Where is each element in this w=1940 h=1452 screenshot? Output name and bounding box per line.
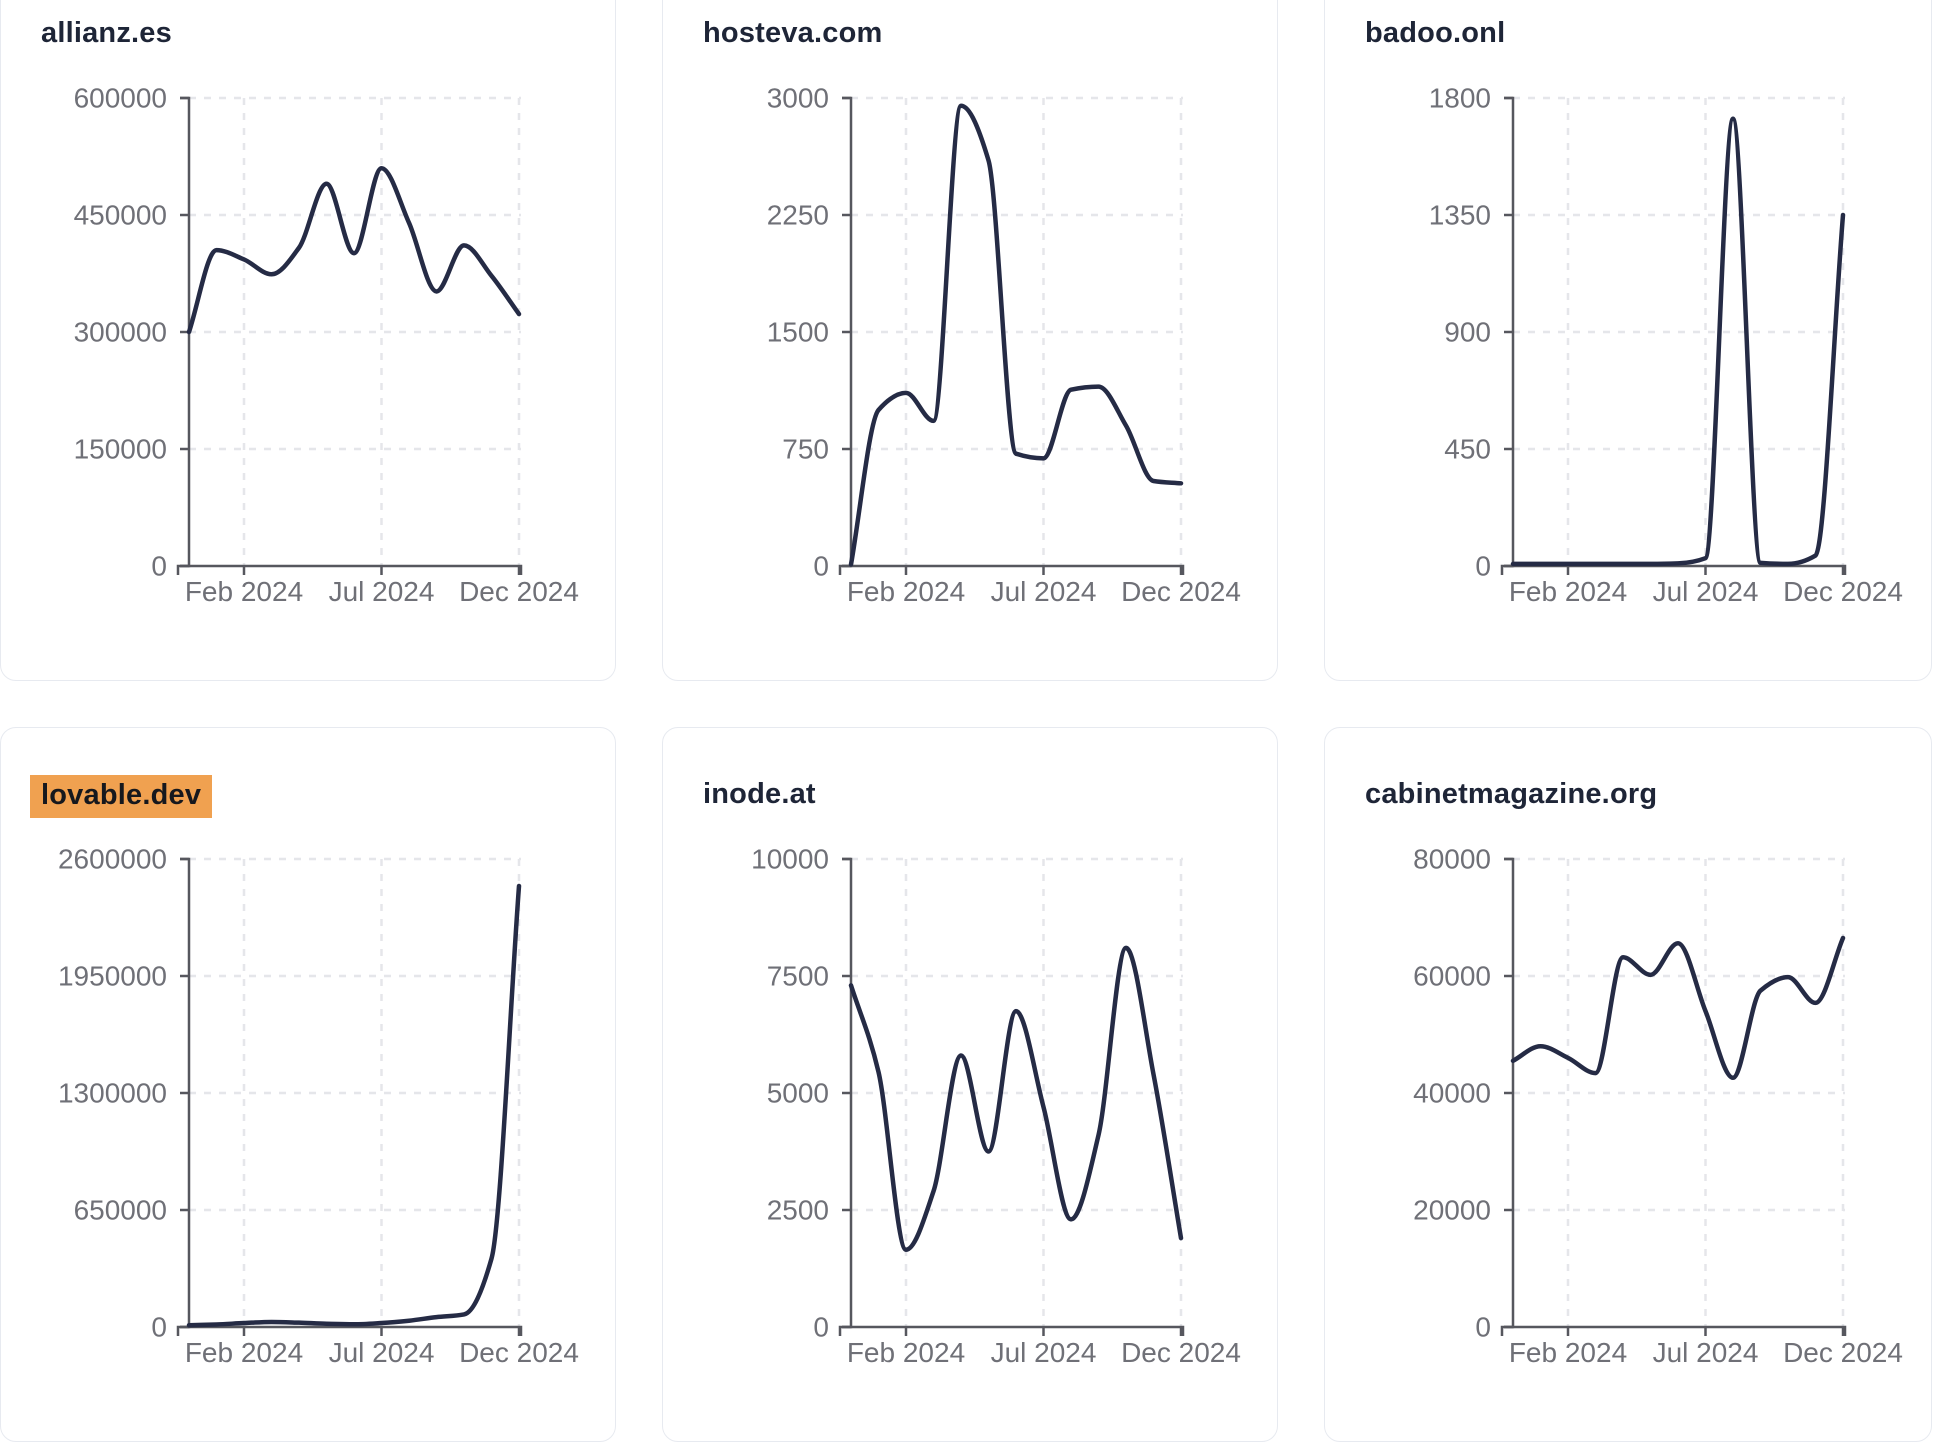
chart-card-badoo-onl[interactable]: badoo.onl 0 450 900 1350 1800 Feb 2024 Jul 202… xyxy=(1324,0,1932,681)
axes xyxy=(1500,857,1847,1336)
gridlines xyxy=(851,857,1183,1327)
line-chart: 0 450 900 1350 1800 Feb 2024 Jul 2024 Dec 2024 xyxy=(1429,83,1903,607)
line-chart: 0 750 1500 2250 3000 Feb 2024 Jul 2024 Dec 2024 xyxy=(767,83,1241,607)
line-series xyxy=(1510,116,1846,567)
y-tick-label: 5000 xyxy=(767,1078,829,1109)
y-tick-label: 2250 xyxy=(767,200,829,231)
axes xyxy=(176,857,523,1336)
y-tick-label: 2600000 xyxy=(58,844,167,875)
axes xyxy=(838,96,1185,575)
chart-title-text: lovable.dev xyxy=(30,775,213,819)
line-series xyxy=(848,945,1184,1253)
x-tick-label: Feb 2024 xyxy=(1509,1337,1627,1368)
y-tick-label: 80000 xyxy=(1413,844,1491,875)
y-tick-label: 10000 xyxy=(751,844,829,875)
chart-title-text: hosteva.com xyxy=(703,17,883,49)
x-tick-label: Dec 2024 xyxy=(1121,576,1241,607)
x-tick-label: Feb 2024 xyxy=(1509,576,1627,607)
y-tick-label: 600000 xyxy=(74,83,167,114)
chart-card-allianz-es[interactable]: allianz.es 0 150000 300000 450000 600000 Feb … xyxy=(0,0,616,681)
gridlines xyxy=(1513,96,1845,566)
x-tick-label: Dec 2024 xyxy=(459,1337,579,1368)
y-tick-label: 20000 xyxy=(1413,1195,1491,1226)
x-tick-label: Dec 2024 xyxy=(1783,576,1903,607)
chart-title-text: inode.at xyxy=(703,778,816,810)
y-tick-label: 1300000 xyxy=(58,1078,167,1109)
line-chart: 0 650000 1300000 1950000 2600000 Feb 2024 Jul … xyxy=(58,844,579,1368)
gridlines xyxy=(851,96,1183,566)
x-tick-label: Dec 2024 xyxy=(459,576,579,607)
line-series xyxy=(186,883,522,1328)
gridlines xyxy=(189,96,521,566)
y-tick-label: 150000 xyxy=(74,434,167,465)
chart-title: inode.at xyxy=(703,775,816,814)
y-tick-label: 750 xyxy=(782,434,829,465)
x-tick-label: Feb 2024 xyxy=(847,1337,965,1368)
y-tick-label: 1950000 xyxy=(58,961,167,992)
y-tick-label: 1800 xyxy=(1429,83,1491,114)
chart-card-inode-at[interactable]: inode.at 0 2500 5000 7500 10000 Feb 2024 Jul 2… xyxy=(662,727,1278,1442)
chart-card-cabinetmagazine-org[interactable]: cabinetmagazine.org 0 20000 40000 60000 8000… xyxy=(1324,727,1932,1442)
y-tick-label: 3000 xyxy=(767,83,829,114)
gridlines xyxy=(1513,857,1845,1327)
x-tick-label: Jul 2024 xyxy=(991,1337,1097,1368)
line-chart: 0 20000 40000 60000 80000 Feb 2024 Jul 2024 Dec… xyxy=(1413,844,1903,1368)
y-tick-label: 0 xyxy=(151,1312,167,1343)
line-series xyxy=(1510,935,1846,1081)
y-tick-label: 650000 xyxy=(74,1195,167,1226)
x-tick-label: Jul 2024 xyxy=(1653,576,1759,607)
y-tick-label: 0 xyxy=(813,551,829,582)
line-chart: 0 150000 300000 450000 600000 Feb 2024 Jul 202… xyxy=(74,83,579,607)
line-series xyxy=(186,165,522,335)
y-tick-label: 60000 xyxy=(1413,961,1491,992)
chart-card-lovable-dev[interactable]: lovable.dev 0 650000 1300000 1950000 2600000… xyxy=(0,727,616,1442)
y-tick-label: 7500 xyxy=(767,961,829,992)
chart-title: hosteva.com xyxy=(703,14,883,53)
axis-labels: 0 2500 5000 7500 10000 Feb 2024 Jul 2024 Dec 20… xyxy=(751,844,1241,1368)
y-tick-label: 1350 xyxy=(1429,200,1491,231)
x-tick-label: Feb 2024 xyxy=(185,576,303,607)
axis-labels: 0 750 1500 2250 3000 Feb 2024 Jul 2024 Dec 2024 xyxy=(767,83,1241,607)
x-tick-label: Jul 2024 xyxy=(329,1337,435,1368)
x-tick-label: Dec 2024 xyxy=(1121,1337,1241,1368)
x-tick-label: Dec 2024 xyxy=(1783,1337,1903,1368)
y-tick-label: 40000 xyxy=(1413,1078,1491,1109)
y-tick-label: 0 xyxy=(1475,551,1491,582)
line-series xyxy=(848,103,1184,567)
chart-title: allianz.es xyxy=(41,14,172,53)
y-tick-label: 300000 xyxy=(74,317,167,348)
chart-title-text: allianz.es xyxy=(41,17,172,49)
y-tick-label: 900 xyxy=(1444,317,1491,348)
y-tick-label: 1500 xyxy=(767,317,829,348)
axis-labels: 0 150000 300000 450000 600000 Feb 2024 Jul 202… xyxy=(74,83,579,607)
chart-title: lovable.dev xyxy=(30,775,213,819)
chart-title: cabinetmagazine.org xyxy=(1365,775,1657,814)
y-tick-label: 0 xyxy=(151,551,167,582)
axes xyxy=(838,857,1185,1336)
chart-title: badoo.onl xyxy=(1365,14,1505,53)
gridlines xyxy=(189,857,521,1327)
x-tick-label: Jul 2024 xyxy=(1653,1337,1759,1368)
axis-labels: 0 20000 40000 60000 80000 Feb 2024 Jul 2024 Dec… xyxy=(1413,844,1903,1368)
x-tick-label: Feb 2024 xyxy=(847,576,965,607)
y-tick-label: 0 xyxy=(1475,1312,1491,1343)
x-tick-label: Jul 2024 xyxy=(329,576,435,607)
y-tick-label: 450000 xyxy=(74,200,167,231)
chart-title-text: badoo.onl xyxy=(1365,17,1506,49)
y-tick-label: 0 xyxy=(813,1312,829,1343)
x-tick-label: Feb 2024 xyxy=(185,1337,303,1368)
x-tick-label: Jul 2024 xyxy=(991,576,1097,607)
axis-labels: 0 650000 1300000 1950000 2600000 Feb 2024 Jul … xyxy=(58,844,579,1368)
axes xyxy=(1500,96,1847,575)
chart-card-hosteva-com[interactable]: hosteva.com 0 750 1500 2250 3000 Feb 2024 Jul … xyxy=(662,0,1278,681)
line-chart: 0 2500 5000 7500 10000 Feb 2024 Jul 2024 Dec 20… xyxy=(751,844,1241,1368)
axis-labels: 0 450 900 1350 1800 Feb 2024 Jul 2024 Dec 2024 xyxy=(1429,83,1903,607)
y-tick-label: 2500 xyxy=(767,1195,829,1226)
axes xyxy=(176,96,523,575)
y-tick-label: 450 xyxy=(1444,434,1491,465)
chart-title-text: cabinetmagazine.org xyxy=(1365,778,1658,810)
